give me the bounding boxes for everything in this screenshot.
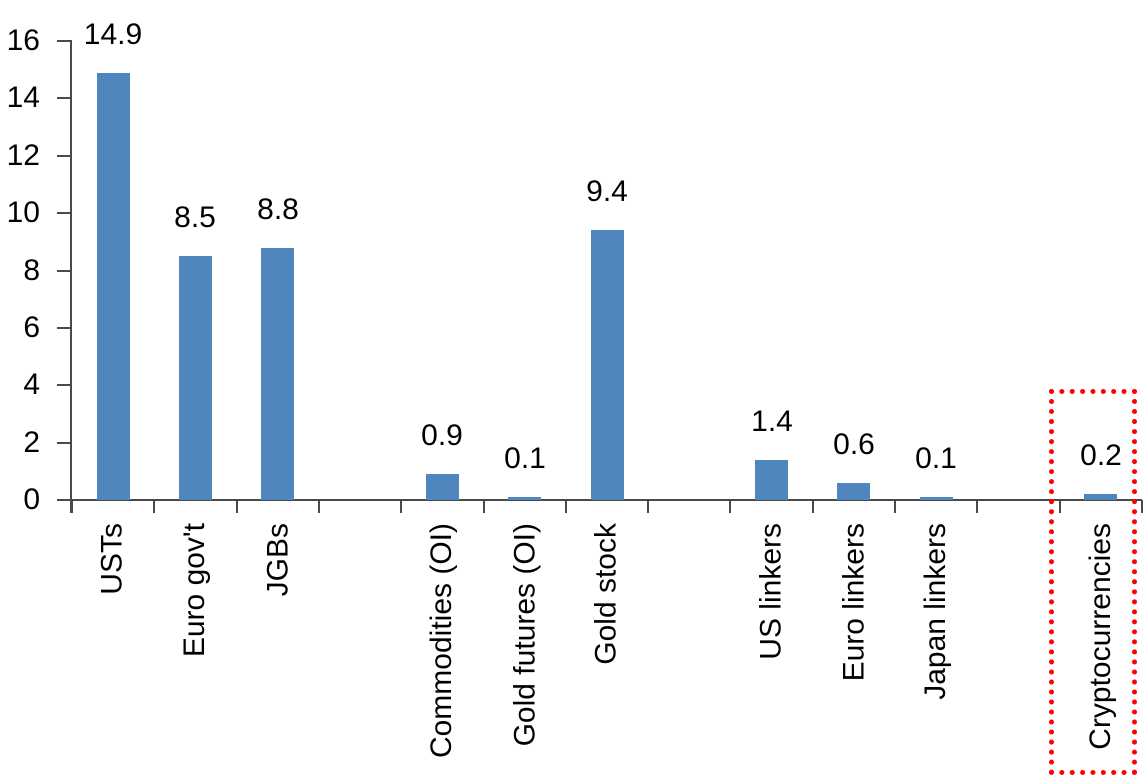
x-tick: [317, 500, 320, 513]
y-tick-label: 6: [23, 310, 40, 344]
y-tick-label: 12: [6, 138, 40, 172]
bar: [261, 248, 294, 500]
y-tick: [57, 154, 70, 157]
bar-value-label: 0.9: [421, 419, 463, 452]
x-tick: [1058, 500, 1061, 513]
category-label: US linkers: [755, 523, 788, 660]
x-tick: [1141, 500, 1143, 513]
x-tick: [976, 500, 979, 513]
category-label: Euro gov't: [178, 523, 211, 658]
y-tick: [57, 499, 70, 501]
x-tick: [811, 500, 814, 513]
bar-value-label: 14.9: [83, 18, 143, 51]
category-label: Japan linkers: [919, 523, 952, 700]
bar-value-label: 1.4: [751, 405, 793, 438]
x-tick: [729, 500, 732, 513]
category-label: JGBs: [261, 523, 294, 597]
bar: [1084, 494, 1117, 500]
bar: [426, 474, 459, 500]
bar: [591, 230, 624, 500]
y-tick-label: 14: [6, 81, 40, 115]
highlight-box: [1049, 389, 1137, 775]
y-tick: [57, 97, 70, 100]
bar-value-label: 9.4: [586, 175, 628, 208]
y-tick-label: 0: [23, 483, 40, 516]
y-tick-label: 2: [23, 425, 40, 459]
x-tick: [647, 500, 650, 513]
x-tick: [564, 500, 567, 513]
bar-value-label: 8.8: [257, 193, 299, 226]
y-tick: [57, 326, 70, 329]
category-label: Gold stock: [590, 523, 623, 665]
x-tick: [400, 500, 403, 513]
y-tick: [57, 441, 70, 444]
y-tick: [57, 269, 70, 272]
y-tick: [57, 212, 70, 215]
y-tick-label: 16: [6, 24, 40, 57]
bar-value-label: 0.1: [915, 442, 957, 475]
bar: [508, 497, 541, 500]
bar-value-label: 0.6: [833, 428, 875, 461]
y-axis-line: [70, 40, 72, 513]
bar: [920, 497, 953, 500]
bar-value-label: 0.2: [1080, 439, 1122, 472]
bar: [97, 73, 130, 500]
y-tick-label: 10: [6, 196, 40, 230]
x-tick: [235, 500, 238, 513]
x-tick: [894, 500, 897, 513]
bar: [179, 256, 212, 500]
bar-value-label: 8.5: [174, 201, 216, 234]
x-tick: [71, 500, 73, 513]
category-label: Euro linkers: [837, 523, 870, 682]
category-label: Gold futures (OI): [508, 523, 541, 747]
category-label: USTs: [96, 523, 129, 595]
bar: [837, 483, 870, 500]
x-axis-line: [72, 499, 1142, 501]
x-tick: [482, 500, 485, 513]
x-tick: [153, 500, 156, 513]
y-tick: [57, 40, 70, 42]
y-tick: [57, 384, 70, 387]
category-label: Commodities (OI): [425, 523, 458, 759]
bar: [755, 460, 788, 500]
y-tick-label: 8: [23, 253, 40, 287]
bar-value-label: 0.1: [504, 442, 546, 475]
y-tick-label: 4: [23, 368, 40, 402]
